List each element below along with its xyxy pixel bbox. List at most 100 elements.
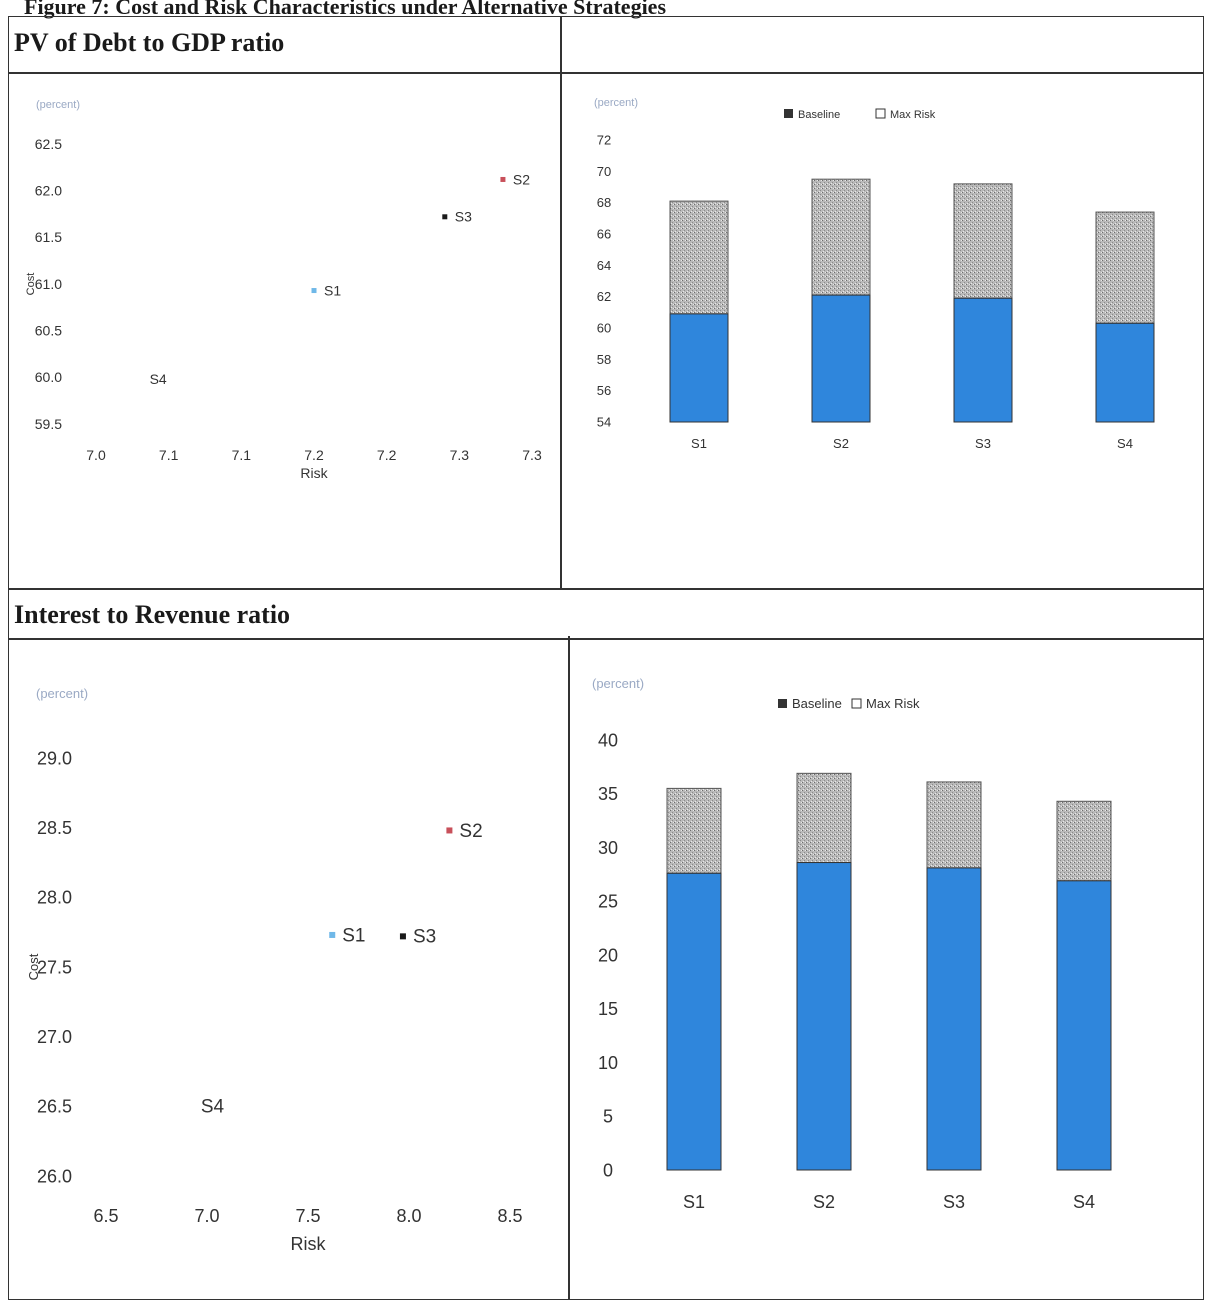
bar-max-risk-s2 xyxy=(811,178,871,296)
frame-rule-3 xyxy=(8,638,1204,640)
x-tick-label: 7.2 xyxy=(377,447,397,463)
pv-debt-bar-chart: (percent) 72 70 68 66 64 62 60 58 56 54 Baseline Max… xyxy=(594,97,1155,451)
bar-max-risk-s4 xyxy=(1095,211,1155,324)
category-label-s4: S4 xyxy=(1117,436,1133,451)
y-tick-label: 60.0 xyxy=(35,369,62,385)
legend-swatch-baseline xyxy=(778,699,787,708)
x-axis-title: Risk xyxy=(300,465,328,481)
unit-label: (percent) xyxy=(36,686,88,701)
data-point-label-s3: S3 xyxy=(455,209,472,225)
y-tick-label: 0 xyxy=(603,1160,613,1180)
y-tick-label: 56 xyxy=(597,383,611,398)
bar-max-risk-s1 xyxy=(666,787,722,874)
category-label-s2: S2 xyxy=(833,436,849,451)
y-tick-label: 27.5 xyxy=(37,957,72,977)
interest-revenue-bar-chart: (percent) 40 35 30 25 20 15 10 5 0 Baseline Max Ris… xyxy=(592,676,1112,1212)
bar-baseline-s1 xyxy=(669,313,729,423)
y-tick-label: 20 xyxy=(598,945,618,965)
category-label-s2: S2 xyxy=(813,1192,835,1212)
category-label-s1: S1 xyxy=(691,436,707,451)
frame-rule-2 xyxy=(8,588,1204,590)
category-label-s3: S3 xyxy=(975,436,991,451)
frame-divider-top xyxy=(560,16,562,590)
data-point-label-s2: S2 xyxy=(459,821,482,842)
y-tick-label: 54 xyxy=(597,415,611,430)
bar-max-risk-s3 xyxy=(953,183,1013,299)
category-label-s3: S3 xyxy=(943,1192,965,1212)
frame-rule-1 xyxy=(8,72,1204,74)
x-tick-label: 7.5 xyxy=(295,1206,320,1226)
y-tick-label: 60.5 xyxy=(35,323,62,339)
legend-swatch-baseline xyxy=(784,109,793,118)
y-tick-label: 26.5 xyxy=(37,1097,72,1117)
y-axis-title: Cost xyxy=(25,273,37,296)
x-tick-label: 7.0 xyxy=(194,1206,219,1226)
bar-baseline-s1 xyxy=(666,872,722,1171)
frame-divider-bottom xyxy=(568,636,570,1300)
y-tick-label: 28.0 xyxy=(37,888,72,908)
y-tick-label: 72 xyxy=(597,133,611,148)
y-tick-label: 62 xyxy=(597,289,611,304)
x-tick-label: 7.1 xyxy=(232,447,252,463)
data-point-s2 xyxy=(500,176,506,182)
pv-debt-bar-panel: (percent) 72 70 68 66 64 62 60 58 56 54 Baseline Max… xyxy=(566,80,1198,580)
y-tick-label: 25 xyxy=(598,892,618,912)
y-axis-title: Cost xyxy=(26,953,41,980)
y-tick-label: 58 xyxy=(597,352,611,367)
legend-label-max-risk: Max Risk xyxy=(890,109,936,121)
data-point-s2 xyxy=(446,827,453,834)
data-point-label-s4: S4 xyxy=(201,1097,225,1118)
data-point-label-s1: S1 xyxy=(324,282,341,298)
y-tick-label: 66 xyxy=(597,227,611,242)
y-tick-label: 61.0 xyxy=(35,276,62,292)
unit-label: (percent) xyxy=(594,97,638,109)
bar-baseline-s4 xyxy=(1095,322,1155,423)
data-point-label-s2: S2 xyxy=(513,171,530,187)
section-title-pv-debt: PV of Debt to GDP ratio xyxy=(14,28,285,57)
bar-max-risk-s2 xyxy=(796,772,852,864)
y-tick-label: 40 xyxy=(598,730,618,750)
legend-label-max-risk: Max Risk xyxy=(866,696,920,711)
y-tick-label: 5 xyxy=(603,1107,613,1127)
y-tick-label: 30 xyxy=(598,838,618,858)
category-label-s4: S4 xyxy=(1073,1192,1095,1212)
x-tick-label: 7.3 xyxy=(450,447,470,463)
legend-swatch-max-risk xyxy=(851,698,862,709)
data-point-label-s1: S1 xyxy=(342,925,365,946)
data-point-label-s3: S3 xyxy=(413,927,436,948)
interest-revenue-scatter-chart: (percent) 29.0 28.5 28.0 27.5 27.0 26.5 26.0 6.5… xyxy=(26,686,523,1254)
pv-debt-scatter-panel: (percent) 62.5 62.0 61.5 61.0 60.5 60.0 59.5 7.0… xyxy=(14,80,554,580)
legend-label-baseline: Baseline xyxy=(792,696,842,711)
data-point-s1 xyxy=(329,931,336,938)
interest-revenue-bar-panel: (percent) 40 35 30 25 20 15 10 5 0 Baseline Max Ris… xyxy=(574,650,1198,1290)
x-tick-label: 7.3 xyxy=(522,447,542,463)
data-point-label-s4: S4 xyxy=(150,371,167,387)
x-tick-label: 7.2 xyxy=(304,447,324,463)
figure-title: Figure 7: Cost and Risk Characteristics … xyxy=(24,0,667,19)
data-point-s1 xyxy=(311,288,317,294)
pv-debt-scatter-chart: (percent) 62.5 62.0 61.5 61.0 60.5 60.0 59.5 7.0… xyxy=(25,99,542,481)
y-tick-label: 68 xyxy=(597,195,611,210)
unit-label: (percent) xyxy=(36,99,80,111)
data-point-s3 xyxy=(442,214,448,220)
bar-baseline-s4 xyxy=(1056,880,1112,1171)
y-tick-label: 62.5 xyxy=(35,136,62,152)
x-axis-title: Risk xyxy=(291,1234,327,1254)
y-tick-label: 70 xyxy=(597,164,611,179)
category-label-s1: S1 xyxy=(683,1192,705,1212)
bar-baseline-s2 xyxy=(811,294,871,423)
y-tick-label: 59.5 xyxy=(35,416,62,432)
y-tick-label: 60 xyxy=(597,321,611,336)
bar-max-risk-s3 xyxy=(926,781,982,869)
y-tick-label: 62.0 xyxy=(35,183,62,199)
y-tick-label: 64 xyxy=(597,258,611,273)
bar-baseline-s2 xyxy=(796,862,852,1171)
x-tick-label: 7.0 xyxy=(86,447,106,463)
y-tick-label: 35 xyxy=(598,784,618,804)
bar-baseline-s3 xyxy=(926,867,982,1171)
legend-label-baseline: Baseline xyxy=(798,109,840,121)
x-tick-label: 7.1 xyxy=(159,447,179,463)
y-tick-label: 15 xyxy=(598,999,618,1019)
unit-label: (percent) xyxy=(592,676,644,691)
data-point-s3 xyxy=(399,933,406,940)
